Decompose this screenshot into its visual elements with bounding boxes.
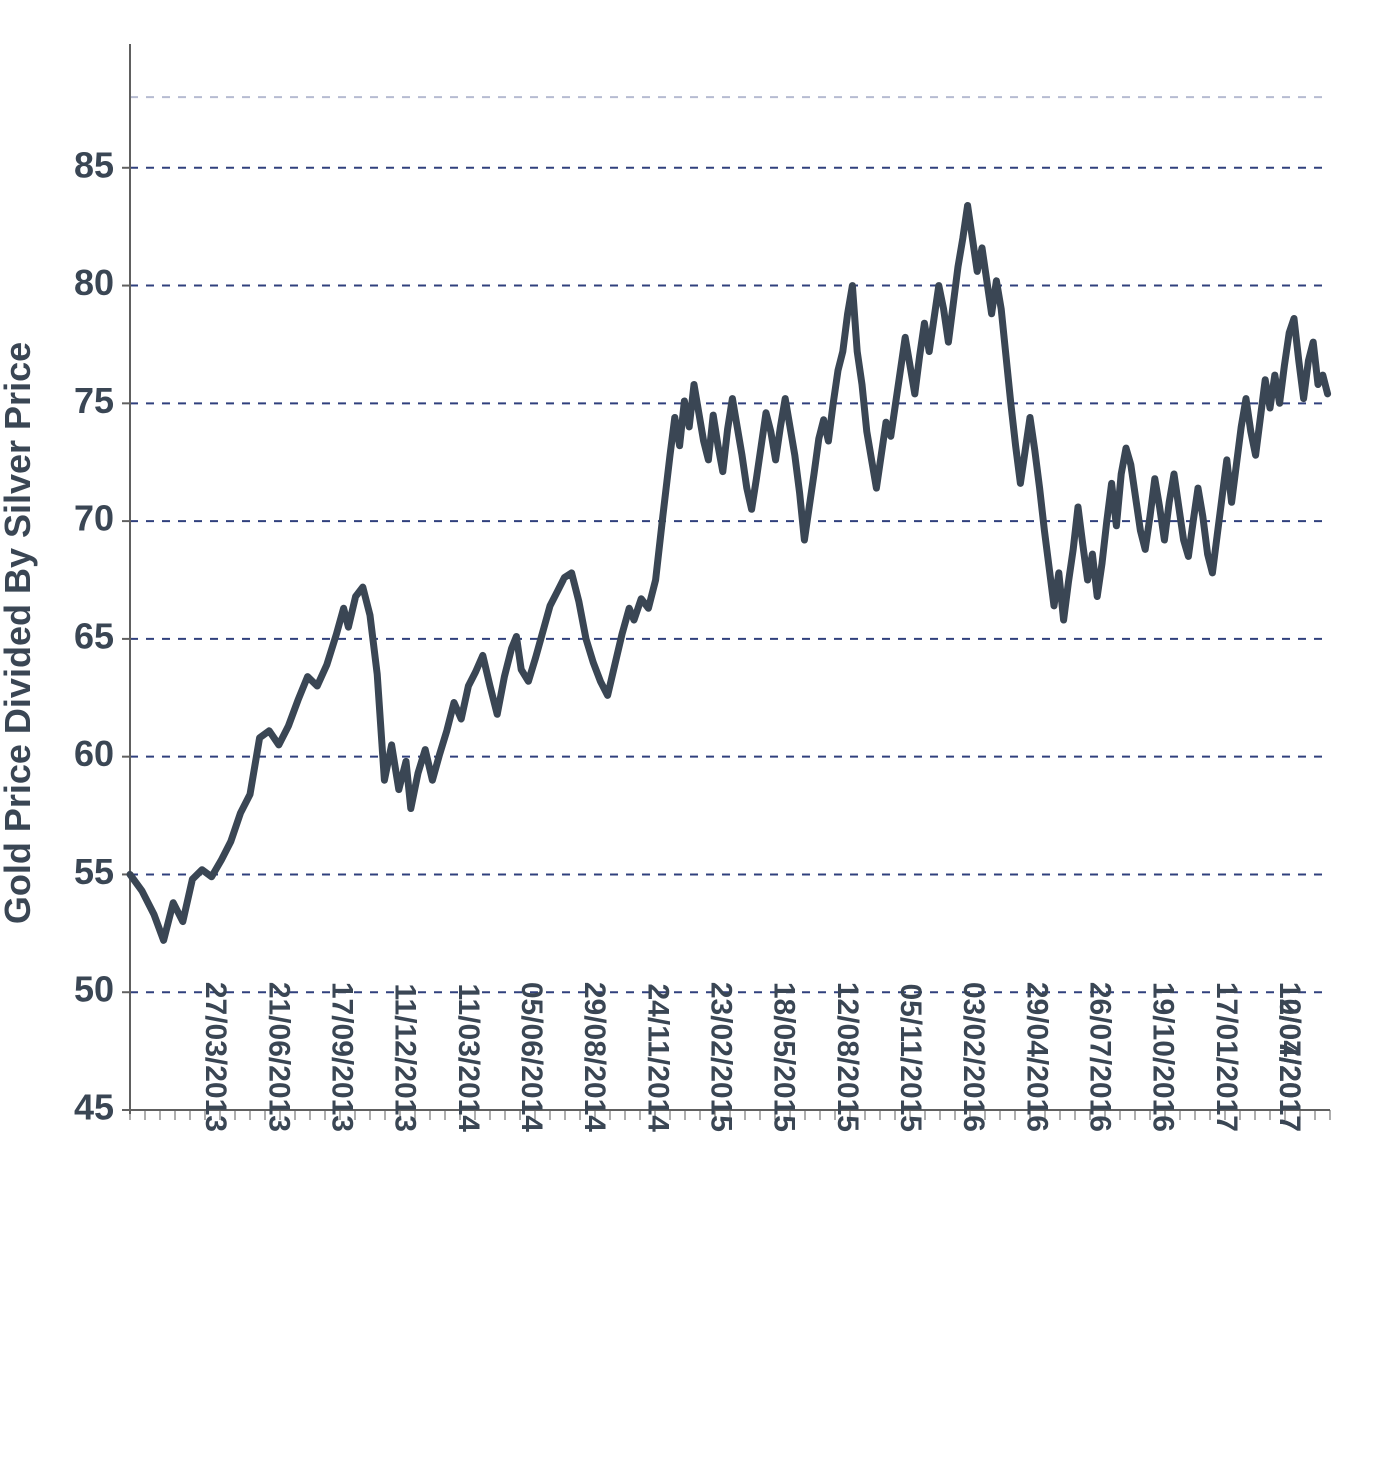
svg-text:17/01/2017: 17/01/2017 <box>1210 982 1243 1132</box>
svg-text:05/11/2015: 05/11/2015 <box>894 984 927 1133</box>
svg-text:45: 45 <box>74 1087 114 1128</box>
svg-text:03/02/2016: 03/02/2016 <box>957 982 990 1132</box>
svg-text:17/09/2013: 17/09/2013 <box>326 982 359 1132</box>
svg-text:18/05/2015: 18/05/2015 <box>768 982 801 1132</box>
svg-text:10/07/2017: 10/07/2017 <box>1273 982 1306 1132</box>
svg-text:80: 80 <box>74 262 114 303</box>
svg-text:85: 85 <box>74 144 114 185</box>
svg-text:11/03/2014: 11/03/2014 <box>452 984 485 1133</box>
svg-text:24/11/2014: 24/11/2014 <box>641 984 674 1133</box>
svg-text:12/08/2015: 12/08/2015 <box>831 982 864 1132</box>
svg-text:05/06/2014: 05/06/2014 <box>515 982 548 1132</box>
svg-text:29/08/2014: 29/08/2014 <box>578 982 611 1132</box>
svg-text:65: 65 <box>74 615 114 656</box>
chart-svg: 45 50 55 60 65 70 75 80 85 27/03/2013 21/06/2013 17… <box>0 30 1394 1450</box>
svg-text:70: 70 <box>74 498 114 539</box>
svg-text:21/06/2013: 21/06/2013 <box>262 982 295 1132</box>
svg-text:60: 60 <box>74 733 114 774</box>
svg-text:19/10/2016: 19/10/2016 <box>1147 982 1180 1132</box>
svg-text:26/07/2016: 26/07/2016 <box>1084 982 1117 1132</box>
chart: 45 50 55 60 65 70 75 80 85 27/03/2013 21/06/2013 17… <box>0 30 1394 1450</box>
svg-text:55: 55 <box>74 851 114 892</box>
svg-text:23/02/2015: 23/02/2015 <box>705 982 738 1132</box>
svg-text:Gold Price Divided By Silver P: Gold Price Divided By Silver Price <box>0 342 38 924</box>
svg-text:50: 50 <box>74 969 114 1010</box>
svg-text:29/04/2016: 29/04/2016 <box>1020 982 1053 1132</box>
svg-text:75: 75 <box>74 380 114 421</box>
svg-text:27/03/2013: 27/03/2013 <box>199 982 232 1132</box>
svg-text:11/12/2013: 11/12/2013 <box>389 984 422 1133</box>
